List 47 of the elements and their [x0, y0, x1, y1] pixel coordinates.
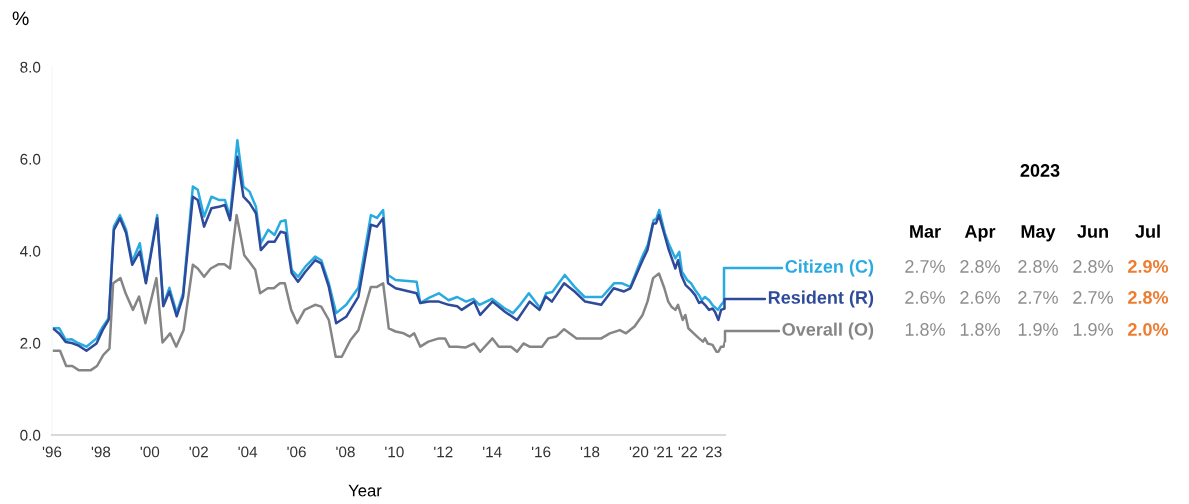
x-tick-label: '14	[483, 446, 502, 458]
text: 2.9%	[1128, 260, 1169, 273]
y-tick-label: 0.0	[20, 429, 41, 441]
x-tick-label: '16	[531, 446, 551, 458]
text: Citizen (C)	[785, 259, 874, 277]
text: Mar	[910, 225, 941, 238]
x-axis-title: Year	[348, 484, 382, 497]
text: 1.9%	[1018, 323, 1058, 336]
x-tick-label: '12	[434, 446, 453, 458]
text: 1.8%	[960, 323, 1000, 336]
text: 2.6%	[905, 291, 945, 304]
text: Apr	[964, 225, 996, 242]
x-tick-label: '10	[385, 446, 404, 458]
y-tick-label: 8.0	[20, 61, 41, 73]
y-tick-label: 2.0	[20, 337, 41, 349]
text: 2.6%	[960, 291, 1000, 304]
text: 1.9%	[1073, 323, 1113, 336]
y-tick-label: 6.0	[20, 153, 41, 165]
text: Jul	[1135, 224, 1160, 238]
x-tick-label: '02	[189, 446, 208, 458]
text: 2.7%	[905, 260, 945, 273]
legend-label: Resident (R)	[768, 290, 874, 308]
y-tick-label: 4.0	[20, 245, 41, 257]
text: 2.0%	[1128, 323, 1169, 336]
x-tick-label: '20	[629, 446, 649, 458]
x-tick-label: '21	[654, 446, 673, 458]
text: 2.8%	[960, 260, 1000, 273]
text: Jun	[1077, 225, 1108, 238]
x-tick-label: '08	[336, 446, 355, 458]
x-tick-label: '22	[678, 446, 698, 458]
x-tick-label: '18	[580, 446, 600, 458]
text: 2.7%	[1073, 291, 1113, 304]
text: 1.8%	[905, 323, 945, 336]
text: May	[1021, 225, 1056, 242]
text: 2.8%	[1128, 291, 1169, 304]
legend-label: Overall (O)	[782, 322, 874, 340]
text: 2.8%	[1018, 260, 1058, 273]
x-tick-label: '23	[703, 446, 722, 458]
text: 2.8%	[1073, 260, 1113, 273]
x-tick-label: '04	[238, 446, 258, 458]
text: 2.7%	[1018, 291, 1058, 304]
x-tick-label: '06	[287, 446, 306, 458]
y-axis-title: %	[12, 11, 29, 26]
x-tick-label: '98	[91, 446, 111, 458]
x-tick-label: '00	[140, 446, 160, 458]
text: 2023	[1020, 164, 1060, 177]
x-tick-label: '96	[42, 446, 62, 458]
